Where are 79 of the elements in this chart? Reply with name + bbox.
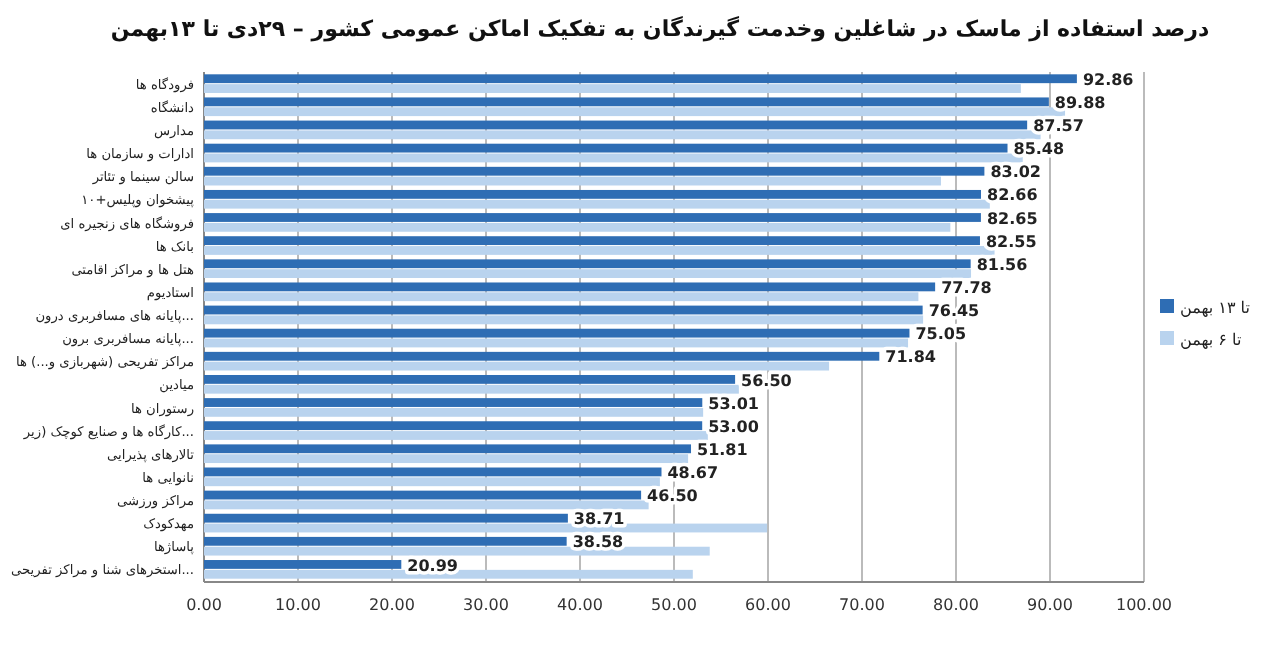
data-label: 76.45 — [928, 302, 981, 321]
bar — [204, 560, 402, 569]
x-tick-label: 30.00 — [463, 596, 509, 614]
bar — [204, 166, 985, 176]
bar — [204, 361, 830, 371]
bar — [204, 246, 995, 255]
bar — [204, 500, 649, 510]
x-tick-label: 60.00 — [745, 596, 791, 614]
bar — [204, 120, 1028, 130]
x-tick-label: 100.00 — [1116, 596, 1172, 614]
data-label: 20.99 — [407, 556, 459, 575]
bar — [204, 477, 660, 487]
data-label: 53.01 — [708, 394, 760, 413]
bar — [204, 351, 880, 361]
bar — [204, 176, 941, 186]
data-label: 82.55 — [985, 232, 1038, 251]
bar — [204, 236, 980, 246]
x-tick-label: 70.00 — [839, 596, 885, 614]
bar — [204, 143, 1008, 153]
x-tick-label: 80.00 — [933, 596, 979, 614]
data-label: 48.67 — [667, 464, 719, 483]
bar — [204, 467, 662, 477]
bar — [204, 282, 936, 292]
bar — [204, 421, 703, 431]
data-label: 82.66 — [987, 186, 1039, 205]
bar — [204, 259, 971, 269]
data-label: 38.58 — [572, 533, 625, 552]
chart-title: درصد استفاده از ماسک در شاغلین وخدمت گیرندگان به تفکیک اماکن عمومی کشور – ۲۹دی تا ۱۳بهمن — [110, 16, 1210, 42]
bar — [204, 513, 568, 523]
bar — [204, 153, 1023, 163]
bar — [204, 454, 689, 464]
bar — [204, 444, 692, 454]
data-label: 92.86 — [1082, 70, 1135, 89]
bar — [204, 431, 708, 440]
x-tick-label: 0.00 — [186, 596, 222, 614]
bar — [204, 107, 1066, 117]
x-tick-label: 40.00 — [557, 596, 603, 614]
bar — [204, 222, 951, 232]
bar — [204, 490, 642, 500]
bar — [204, 546, 710, 556]
bar — [204, 328, 910, 338]
x-tick-label: 20.00 — [369, 596, 415, 614]
bar — [204, 569, 693, 579]
data-label: 71.84 — [885, 348, 937, 367]
data-label: 81.56 — [976, 255, 1029, 274]
bar — [204, 315, 924, 325]
data-label: 75.05 — [915, 325, 967, 344]
bar — [204, 213, 981, 222]
x-tick-label: 10.00 — [275, 596, 321, 614]
legend-label: تا ۱۳ بهمن — [1180, 298, 1250, 317]
data-label: 51.81 — [697, 440, 749, 459]
bar — [204, 292, 919, 302]
data-label: 38.71 — [573, 510, 626, 529]
legend-label: تا ۶ بهمن — [1180, 330, 1242, 349]
x-tick-label: 50.00 — [651, 596, 697, 614]
data-label: 83.02 — [990, 163, 1042, 182]
data-label: 46.50 — [647, 487, 699, 506]
x-tick-label: 90.00 — [1027, 596, 1073, 614]
bar — [204, 199, 990, 209]
bar — [204, 130, 1041, 140]
bar — [204, 74, 1077, 84]
data-label: 85.48 — [1013, 140, 1065, 159]
data-label: 82.65 — [986, 209, 1039, 228]
bar — [204, 84, 1021, 93]
bar — [204, 384, 739, 394]
bar — [204, 398, 703, 407]
data-label: 77.78 — [941, 278, 993, 297]
bar — [204, 269, 972, 279]
bar — [204, 374, 736, 384]
data-label: 87.57 — [1033, 117, 1084, 136]
data-label: 53.00 — [708, 417, 760, 436]
bar — [204, 407, 704, 417]
data-label: 56.50 — [741, 371, 793, 390]
bar — [204, 97, 1049, 107]
data-label: 89.88 — [1054, 93, 1107, 112]
bar — [204, 189, 981, 199]
bar — [204, 338, 909, 348]
bar — [204, 536, 567, 546]
bar — [204, 305, 923, 315]
